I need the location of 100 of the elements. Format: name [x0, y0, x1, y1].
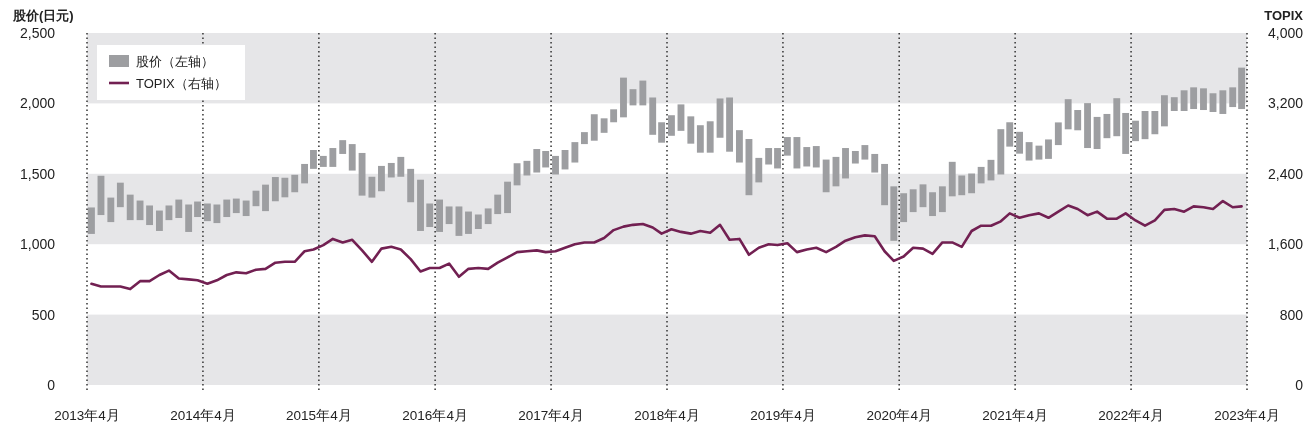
bar	[1084, 103, 1091, 149]
y-axis-title: 股价(日元)	[12, 8, 74, 23]
bar	[319, 155, 327, 167]
x-tick-label: 2016年4月	[402, 408, 468, 423]
bar	[262, 184, 269, 212]
bar	[329, 148, 337, 167]
bar	[649, 97, 657, 135]
y2-tick-label: 800	[1279, 306, 1304, 323]
bar	[213, 204, 221, 224]
x-tick-label: 2018年4月	[634, 408, 700, 423]
bar	[881, 163, 889, 206]
bar	[1016, 131, 1023, 154]
bar	[88, 207, 95, 234]
bar	[368, 176, 376, 198]
y-tick-label: 1,500	[19, 165, 56, 182]
bar	[484, 208, 492, 225]
bar	[203, 203, 211, 222]
bar	[504, 181, 511, 214]
bar	[842, 148, 849, 179]
x-tick-label: 2021年4月	[982, 408, 1048, 423]
bar	[1074, 110, 1082, 131]
bar	[1190, 87, 1198, 110]
bar	[590, 114, 598, 141]
y-tick-label: 2,500	[19, 25, 56, 41]
bar	[610, 109, 618, 123]
legend-label: TOPIX（右轴）	[136, 76, 227, 91]
y2-axis-title: TOPIX	[1264, 8, 1304, 23]
line-series	[90, 199, 1243, 291]
x-tick-label: 2023年4月	[1214, 408, 1280, 423]
bar	[1219, 90, 1227, 114]
bar	[997, 129, 1005, 175]
bar	[1160, 95, 1168, 127]
bar	[812, 146, 820, 168]
bar	[194, 201, 201, 218]
bar	[175, 199, 183, 219]
bar	[1151, 111, 1159, 135]
bar	[281, 177, 289, 198]
bar	[726, 97, 733, 152]
bar	[909, 189, 917, 213]
y-tick-label: 0	[47, 377, 56, 393]
bar	[600, 118, 608, 133]
y2-tick-label: 3,200	[1267, 95, 1304, 112]
y2-tick-label: 1,600	[1267, 236, 1304, 253]
y2-tick-label: 2,400	[1267, 165, 1304, 182]
bar	[1045, 139, 1052, 159]
bar	[513, 163, 521, 186]
bar	[735, 130, 743, 163]
bar	[387, 162, 395, 178]
x-tick-label: 2020年4月	[866, 408, 932, 423]
bar	[1093, 116, 1101, 150]
bar	[523, 160, 531, 176]
bar	[783, 137, 791, 156]
bar	[871, 153, 879, 173]
bar	[542, 150, 550, 168]
bar	[706, 121, 714, 153]
bar	[436, 199, 443, 232]
x-tick-label: 2022年4月	[1098, 408, 1164, 423]
bar	[803, 147, 811, 167]
bar	[291, 174, 299, 193]
bar	[465, 211, 472, 234]
bar	[687, 116, 695, 144]
bar	[1113, 98, 1121, 137]
bar	[358, 152, 366, 196]
bar	[658, 122, 666, 143]
bar	[426, 203, 434, 228]
bar	[116, 182, 124, 208]
bar	[417, 179, 424, 231]
y-tick-label: 1,000	[19, 236, 56, 253]
bar	[668, 115, 675, 136]
bar	[1229, 87, 1237, 108]
bar	[571, 142, 579, 163]
bar	[310, 150, 317, 169]
bar	[155, 210, 163, 231]
bar	[339, 140, 347, 154]
x-tick-label: 2017年4月	[518, 408, 584, 423]
bar	[1006, 122, 1014, 147]
bar	[165, 205, 173, 221]
bar	[765, 148, 773, 165]
bar	[271, 177, 279, 202]
bar	[378, 165, 385, 192]
legend-label: 股价（左轴）	[136, 54, 214, 69]
bar	[407, 168, 415, 203]
bar	[223, 199, 231, 218]
bar	[126, 194, 134, 221]
bar	[968, 173, 976, 194]
bar	[397, 156, 405, 177]
bar	[958, 175, 966, 196]
bar	[445, 206, 453, 225]
bar	[146, 205, 153, 226]
bar	[1122, 112, 1130, 154]
bar	[929, 192, 936, 217]
bar	[474, 214, 482, 229]
x-tick-label: 2014年4月	[170, 408, 236, 423]
bar	[1054, 122, 1062, 146]
bar	[552, 155, 559, 175]
bar	[348, 144, 356, 171]
x-tick-label: 2015年4月	[286, 408, 352, 423]
bar	[890, 186, 898, 241]
bar	[1132, 120, 1139, 142]
bar	[1180, 90, 1188, 111]
